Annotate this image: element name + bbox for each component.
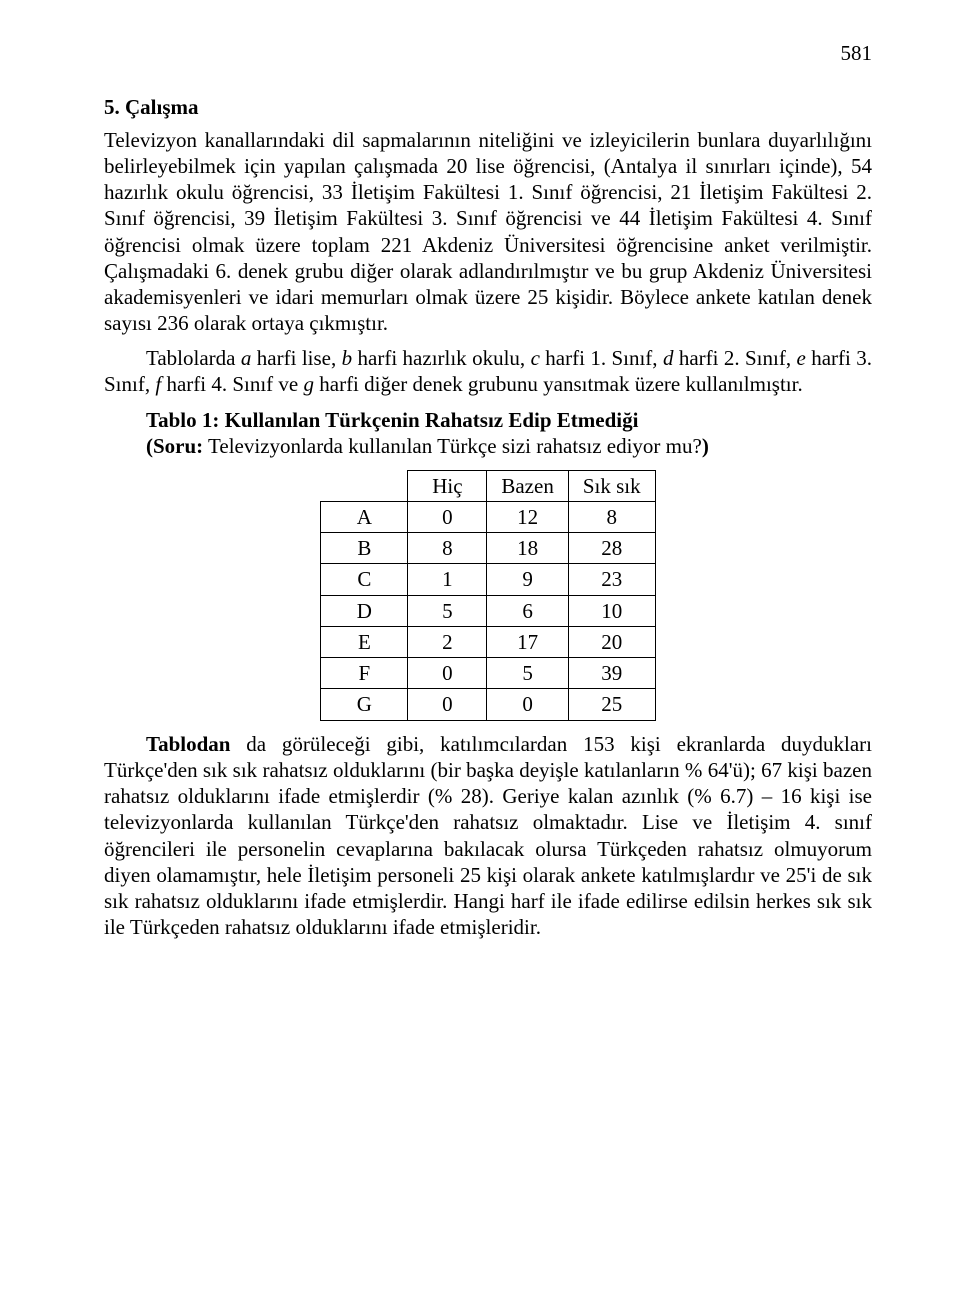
table1-cell: 28 — [568, 533, 655, 564]
table1-subtitle-close: ) — [702, 434, 709, 458]
table1-cell: 0 — [487, 689, 568, 720]
table1-cell: 6 — [487, 595, 568, 626]
paragraph-2: Tablolarda a harfi lise, b harfi hazırlı… — [104, 345, 872, 398]
table1-rowlabel-2: C — [321, 564, 408, 595]
p2-text-6: harfi 4. Sınıf ve — [161, 372, 303, 396]
paragraph-3: Tablodan da görüleceği gibi, katılımcıla… — [104, 731, 872, 941]
table1-cell: 1 — [408, 564, 487, 595]
table1-cell: 18 — [487, 533, 568, 564]
table1-title: Tablo 1: Kullanılan Türkçenin Rahatsız E… — [104, 407, 872, 433]
table1-title-text: Tablo 1: Kullanılan Türkçenin Rahatsız E… — [146, 408, 638, 432]
p2-text-7: harfi diğer denek grubunu yansıtmak üzer… — [314, 372, 803, 396]
table1-cell: 25 — [568, 689, 655, 720]
p3-lead: Tablodan — [146, 732, 230, 756]
p2-text-1: harfi lise, — [251, 346, 341, 370]
table1-col-1: Bazen — [487, 470, 568, 501]
table1-cell: 5 — [487, 658, 568, 689]
table1-cell: 8 — [568, 501, 655, 532]
table1-rowlabel-1: B — [321, 533, 408, 564]
table1-rowlabel-5: F — [321, 658, 408, 689]
p2-text-2: harfi hazırlık okulu, — [352, 346, 530, 370]
table1-rowlabel-6: G — [321, 689, 408, 720]
letter-e: e — [796, 346, 805, 370]
table1-subtitle-lead: (Soru: — [146, 434, 203, 458]
letter-b: b — [342, 346, 353, 370]
table1-cell: 0 — [408, 501, 487, 532]
letter-a: a — [241, 346, 252, 370]
p2-text-pre: Tablolarda — [146, 346, 241, 370]
table1-cell: 17 — [487, 626, 568, 657]
table1-rowlabel-4: E — [321, 626, 408, 657]
table1-rowlabel-3: D — [321, 595, 408, 626]
letter-d: d — [663, 346, 674, 370]
table1-col-2: Sık sık — [568, 470, 655, 501]
p3-rest: da görüleceği gibi, katılımcılardan 153 … — [104, 732, 872, 940]
table1-rowlabel-0: A — [321, 501, 408, 532]
table1-cell: 0 — [408, 658, 487, 689]
table1-cell: 8 — [408, 533, 487, 564]
p2-text-4: harfi 2. Sınıf, — [673, 346, 796, 370]
table1-cell: 12 — [487, 501, 568, 532]
paragraph-1: Televizyon kanallarındaki dil sapmaların… — [104, 127, 872, 337]
p2-text-3: harfi 1. Sınıf, — [540, 346, 663, 370]
table-row: C 1 9 23 — [321, 564, 655, 595]
page-number: 581 — [104, 40, 872, 66]
table1: Hiç Bazen Sık sık A 0 12 8 B 8 18 28 C 1… — [320, 470, 655, 721]
table1-subtitle: (Soru: Televizyonlarda kullanılan Türkçe… — [104, 433, 872, 459]
table-row: G 0 0 25 — [321, 689, 655, 720]
table1-subtitle-rest: Televizyonlarda kullanılan Türkçe sizi r… — [203, 434, 702, 458]
table-row: B 8 18 28 — [321, 533, 655, 564]
table-row: D 5 6 10 — [321, 595, 655, 626]
table-row: A 0 12 8 — [321, 501, 655, 532]
table1-cell: 10 — [568, 595, 655, 626]
table1-header-row: Hiç Bazen Sık sık — [321, 470, 655, 501]
table-row: E 2 17 20 — [321, 626, 655, 657]
table1-cell: 23 — [568, 564, 655, 595]
table-row: F 0 5 39 — [321, 658, 655, 689]
table1-cell: 2 — [408, 626, 487, 657]
letter-c: c — [531, 346, 540, 370]
table1-corner-cell — [321, 470, 408, 501]
table1-col-0: Hiç — [408, 470, 487, 501]
letter-g: g — [304, 372, 315, 396]
table1-cell: 39 — [568, 658, 655, 689]
table1-cell: 9 — [487, 564, 568, 595]
table1-cell: 0 — [408, 689, 487, 720]
table1-cell: 20 — [568, 626, 655, 657]
table1-cell: 5 — [408, 595, 487, 626]
section-heading: 5. Çalışma — [104, 94, 872, 120]
